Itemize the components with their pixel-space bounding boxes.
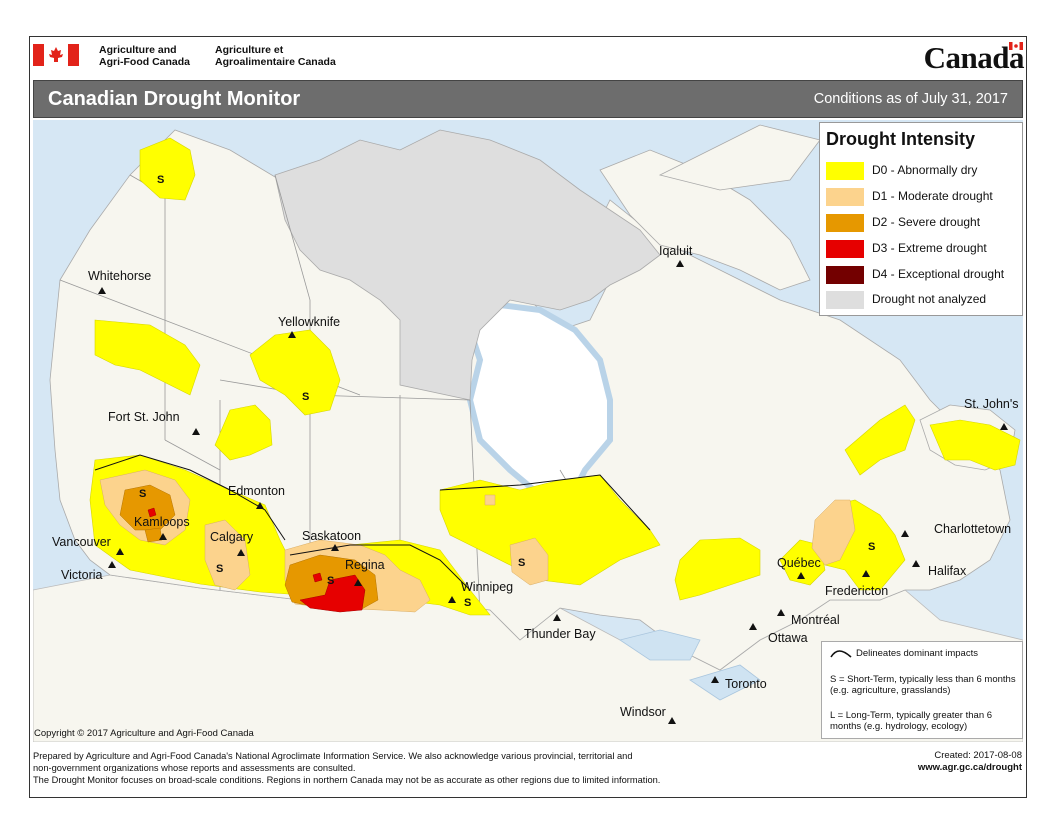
legend-swatch bbox=[826, 291, 864, 309]
svg-text:Montréal: Montréal bbox=[791, 613, 840, 627]
svg-text:S: S bbox=[216, 563, 223, 575]
legend-item-d1: D1 - Moderate drought bbox=[826, 187, 1020, 207]
impact-boundaries bbox=[94, 454, 651, 591]
svg-text:Regina: Regina bbox=[345, 558, 385, 572]
svg-text:St. John's: St. John's bbox=[964, 397, 1019, 411]
drought-intensity-legend: Drought Intensity D0 - Abnormally dry D1… bbox=[819, 122, 1023, 316]
not-analyzed-region bbox=[274, 129, 661, 401]
city-fort-st-john: Fort St. John bbox=[108, 410, 200, 435]
legend-swatch bbox=[826, 162, 864, 180]
city-ottawa: Ottawa bbox=[749, 623, 808, 645]
drought-url[interactable]: www.agr.gc.ca/drought bbox=[917, 762, 1022, 773]
city-vancouver: Vancouver bbox=[52, 535, 124, 555]
svg-text:S: S bbox=[157, 174, 164, 186]
city-whitehorse: Whitehorse bbox=[88, 269, 151, 294]
city-thunder-bay: Thunder Bay bbox=[524, 614, 596, 641]
svg-text:Saskatoon: Saskatoon bbox=[302, 529, 361, 543]
svg-text:S: S bbox=[464, 597, 471, 609]
svg-text:Kamloops: Kamloops bbox=[134, 515, 190, 529]
svg-text:Edmonton: Edmonton bbox=[228, 484, 285, 498]
legend-title: Drought Intensity bbox=[826, 129, 975, 149]
svg-text:Toronto: Toronto bbox=[725, 677, 767, 691]
svg-text:Fort St. John: Fort St. John bbox=[108, 410, 180, 424]
city-st-johns: St. John's bbox=[964, 397, 1019, 430]
svg-text:Calgary: Calgary bbox=[210, 530, 254, 544]
hudson-bay bbox=[466, 301, 613, 504]
legend-swatch bbox=[826, 214, 864, 232]
svg-text:S: S bbox=[518, 557, 525, 569]
canada-wordmark: Canada bbox=[923, 40, 1025, 75]
impacts-legend: Delineates dominant impacts S = Short-Te… bbox=[821, 641, 1023, 739]
city-winnipeg: Winnipeg bbox=[448, 580, 513, 603]
city-calgary: Calgary bbox=[210, 530, 254, 556]
svg-text:S: S bbox=[139, 488, 146, 500]
title-bar: Canadian Drought Monitor Conditions as o… bbox=[33, 80, 1023, 118]
svg-text:Windsor: Windsor bbox=[620, 705, 666, 719]
svg-text:Thunder Bay: Thunder Bay bbox=[524, 627, 596, 641]
conditions-date: Conditions as of July 31, 2017 bbox=[813, 91, 1008, 107]
svg-text:Charlottetown: Charlottetown bbox=[934, 522, 1011, 536]
city-quebec: Québec bbox=[777, 556, 821, 579]
impact-line-label: Delineates dominant impacts bbox=[856, 648, 978, 659]
page-title: Canadian Drought Monitor bbox=[48, 88, 301, 110]
svg-text:S: S bbox=[327, 575, 334, 587]
city-montreal: Montréal bbox=[777, 609, 840, 627]
svg-text:Halifax: Halifax bbox=[928, 564, 967, 578]
city-saskatoon: Saskatoon bbox=[302, 529, 361, 551]
city-kamloops: Kamloops bbox=[134, 515, 190, 540]
wordmark-flag-icon bbox=[1009, 42, 1023, 50]
city-markers: Whitehorse Yellowknife Iqaluit Fort St. … bbox=[52, 244, 1019, 724]
city-windsor: Windsor bbox=[620, 705, 676, 724]
svg-text:Whitehorse: Whitehorse bbox=[88, 269, 151, 283]
svg-text:Fredericton: Fredericton bbox=[825, 584, 888, 598]
legend-item-d2: D2 - Severe drought bbox=[826, 213, 1020, 233]
city-charlottetown: Charlottetown bbox=[901, 522, 1011, 537]
legend-item-d4: D4 - Exceptional drought bbox=[826, 265, 1020, 285]
city-edmonton: Edmonton bbox=[228, 484, 285, 509]
created-date: Created: 2017-08-08 bbox=[934, 750, 1022, 761]
footer-notes: Prepared by Agriculture and Agri-Food Ca… bbox=[33, 751, 661, 785]
city-yellowknife: Yellowknife bbox=[278, 315, 340, 338]
legend-item-d3: D3 - Extreme drought bbox=[826, 239, 1020, 259]
department-name-fr: Agriculture et Agroalimentaire Canada bbox=[215, 44, 336, 68]
legend-swatch bbox=[826, 266, 864, 284]
svg-text:Vancouver: Vancouver bbox=[52, 535, 111, 549]
short-term-impact-labels: S S S S S S S S bbox=[139, 174, 875, 609]
svg-text:Victoria: Victoria bbox=[61, 568, 103, 582]
svg-text:Winnipeg: Winnipeg bbox=[461, 580, 513, 594]
city-fredericton: Fredericton bbox=[825, 570, 888, 598]
long-term-note: L = Long-Term, typically greater than 6 … bbox=[830, 710, 993, 732]
city-victoria: Victoria bbox=[61, 561, 116, 582]
city-iqaluit: Iqaluit bbox=[659, 244, 693, 267]
ellesmere-island bbox=[658, 124, 821, 191]
lake-superior-huron bbox=[619, 629, 701, 661]
canada-flag-icon bbox=[33, 44, 79, 66]
svg-text:Iqaluit: Iqaluit bbox=[659, 244, 693, 258]
legend-swatch bbox=[826, 240, 864, 258]
legend-item-d0: D0 - Abnormally dry bbox=[826, 161, 1020, 181]
city-regina: Regina bbox=[345, 558, 385, 586]
svg-text:S: S bbox=[868, 541, 875, 553]
svg-text:Yellowknife: Yellowknife bbox=[278, 315, 340, 329]
legend-swatch bbox=[826, 188, 864, 206]
impact-line-icon bbox=[830, 650, 852, 658]
lake-ontario-erie bbox=[689, 664, 761, 701]
svg-text:S: S bbox=[302, 391, 309, 403]
legend-item-not-analyzed: Drought not analyzed bbox=[826, 290, 1020, 310]
svg-text:Québec: Québec bbox=[777, 556, 821, 570]
short-term-note: S = Short-Term, typically less than 6 mo… bbox=[830, 674, 1016, 696]
city-toronto: Toronto bbox=[711, 676, 767, 691]
city-halifax: Halifax bbox=[912, 560, 967, 578]
created-info: Created: 2017-08-08 www.agr.gc.ca/drough… bbox=[918, 750, 1022, 774]
department-name-en: Agriculture and Agri-Food Canada bbox=[99, 44, 190, 68]
svg-text:Ottawa: Ottawa bbox=[768, 631, 808, 645]
copyright: Copyright © 2017 Agriculture and Agri-Fo… bbox=[34, 728, 254, 739]
